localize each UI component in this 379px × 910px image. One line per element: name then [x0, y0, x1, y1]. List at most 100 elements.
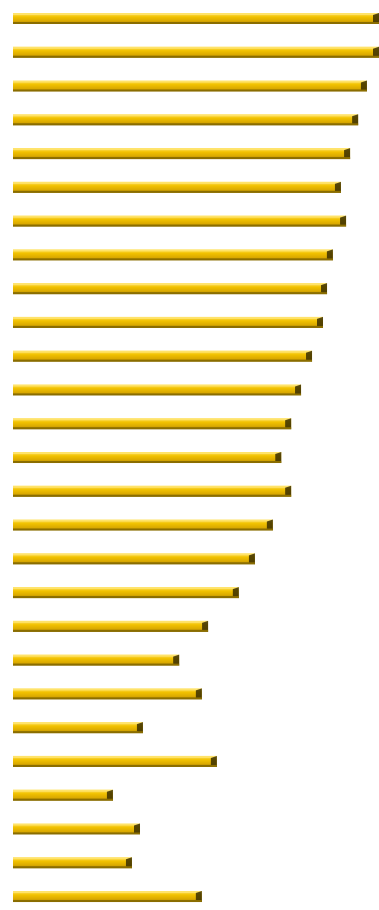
- bar-highlight: [13, 654, 180, 657]
- bar-27: [13, 891, 202, 903]
- bar-end-cap: [334, 181, 341, 193]
- bar-25: [13, 823, 141, 835]
- bar-body: [13, 13, 379, 24]
- bar-body: [13, 283, 328, 295]
- bar-shadow: [13, 461, 282, 464]
- bar-body: [13, 891, 202, 903]
- bar-body: [13, 80, 367, 92]
- bar-shadow: [13, 866, 132, 869]
- bar-highlight: [13, 553, 255, 556]
- bar-end-cap: [373, 46, 379, 58]
- bar-body: [13, 350, 313, 362]
- bar-body: [13, 485, 292, 497]
- bar-highlight: [13, 857, 132, 860]
- bar-2: [13, 46, 379, 58]
- bar-shadow: [13, 123, 359, 126]
- bar-11: [13, 350, 313, 362]
- bar-end-cap: [373, 13, 379, 24]
- bar-highlight: [13, 114, 359, 117]
- bar-highlight: [13, 891, 202, 894]
- bar-10: [13, 316, 324, 328]
- bar-highlight: [13, 350, 313, 353]
- bar-body: [13, 857, 132, 869]
- bar-end-cap: [285, 485, 292, 497]
- bar-body: [13, 215, 347, 227]
- bar-highlight: [13, 688, 202, 691]
- bar-7: [13, 215, 347, 227]
- bar-highlight: [13, 789, 113, 792]
- bar-body: [13, 249, 333, 261]
- bar-15: [13, 485, 292, 497]
- bar-shadow: [13, 798, 113, 801]
- bar-end-cap: [136, 722, 143, 734]
- bar-body: [13, 789, 113, 801]
- bar-shadow: [13, 224, 347, 227]
- bar-1: [13, 13, 379, 24]
- bar-end-cap: [340, 215, 347, 227]
- bar-16: [13, 519, 273, 531]
- bar-23: [13, 755, 217, 767]
- bar-shadow: [13, 292, 328, 295]
- bar-highlight: [13, 620, 209, 623]
- bars-group: [13, 13, 379, 903]
- bar-highlight: [13, 46, 379, 49]
- bar-body: [13, 148, 351, 160]
- bar-19: [13, 620, 209, 632]
- bar-highlight: [13, 283, 328, 286]
- bar-20: [13, 654, 180, 666]
- bar-shadow: [13, 359, 313, 362]
- bar-body: [13, 654, 180, 666]
- bar-shadow: [13, 393, 302, 396]
- bar-highlight: [13, 755, 217, 758]
- bar-shadow: [13, 157, 351, 160]
- bar-end-cap: [248, 553, 255, 565]
- bar-shadow: [13, 22, 379, 24]
- bar-shadow: [13, 89, 367, 92]
- bar-end-cap: [173, 654, 180, 666]
- bar-shadow: [13, 325, 324, 328]
- bar-end-cap: [232, 587, 239, 599]
- bar-18: [13, 587, 239, 599]
- bar-shadow: [13, 55, 379, 58]
- bar-22: [13, 722, 143, 734]
- bar-6: [13, 181, 341, 193]
- bar-shadow: [13, 258, 333, 261]
- bar-shadow: [13, 832, 141, 835]
- bar-17: [13, 553, 255, 565]
- bar-shadow: [13, 528, 273, 531]
- bar-body: [13, 587, 239, 599]
- bar-end-cap: [285, 418, 292, 430]
- bar-shadow: [13, 900, 202, 903]
- bar-end-cap: [210, 755, 217, 767]
- bar-highlight: [13, 181, 341, 184]
- bar-highlight: [13, 80, 367, 83]
- bar-body: [13, 553, 255, 565]
- bar-5: [13, 148, 351, 160]
- bar-13: [13, 418, 292, 430]
- bar-end-cap: [275, 452, 282, 464]
- bar-end-cap: [202, 620, 209, 632]
- bar-highlight: [13, 452, 282, 455]
- bar-12: [13, 384, 302, 396]
- bar-shadow: [13, 764, 217, 767]
- bar-end-cap: [317, 316, 324, 328]
- bar-shadow: [13, 731, 143, 734]
- bar-shadow: [13, 663, 180, 666]
- bar-end-cap: [195, 891, 202, 903]
- bar-end-cap: [326, 249, 333, 261]
- bar-8: [13, 249, 333, 261]
- bar-shadow: [13, 427, 292, 430]
- bar-end-cap: [195, 688, 202, 700]
- bar-end-cap: [321, 283, 328, 295]
- bar-shadow: [13, 596, 239, 599]
- bar-body: [13, 384, 302, 396]
- bar-body: [13, 452, 282, 464]
- bar-end-cap: [266, 519, 273, 531]
- bar-body: [13, 418, 292, 430]
- bar-end-cap: [344, 148, 351, 160]
- bar-26: [13, 857, 132, 869]
- bar-24: [13, 789, 113, 801]
- bar-highlight: [13, 215, 347, 218]
- bar-highlight: [13, 587, 239, 590]
- bar-end-cap: [306, 350, 313, 362]
